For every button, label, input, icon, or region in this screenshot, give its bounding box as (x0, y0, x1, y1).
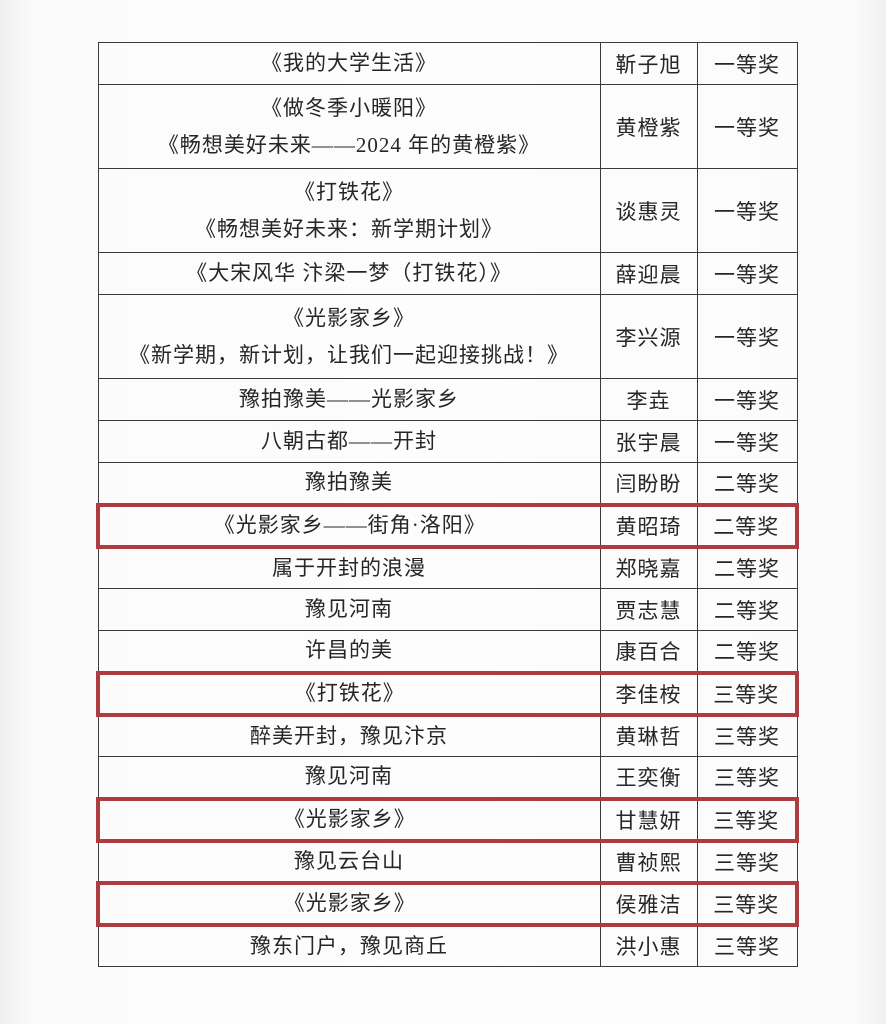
table-row: 《打铁花》 《畅想美好未来：新学期计划》 谈惠灵 一等奖 (97, 168, 798, 253)
award-level-cell: 三等奖 (696, 756, 798, 799)
work-title-cell: 《大宋风华 汴梁一梦（打铁花）》 (97, 252, 601, 295)
author-name-cell: 李垚 (599, 378, 698, 421)
work-title-cell: 八朝古都——开封 (97, 420, 601, 463)
work-title-cell: 豫拍豫美 (97, 462, 601, 505)
award-level-cell: 三等奖 (696, 714, 798, 757)
table-row: 《光影家乡》 《新学期，新计划，让我们一起迎接挑战！》 李兴源 一等奖 (97, 294, 798, 379)
work-title-cell: 《打铁花》 《畅想美好未来：新学期计划》 (97, 168, 601, 253)
table-row: 《我的大学生活》 靳子旭 一等奖 (97, 42, 798, 85)
table-row: 《光影家乡——街角·洛阳》 黄昭琦 二等奖 (96, 502, 799, 549)
work-title-cell: 《光影家乡》 (96, 880, 601, 927)
author-name-cell: 张宇晨 (599, 420, 698, 463)
author-name-cell: 闫盼盼 (599, 462, 698, 505)
table-row: 《光影家乡》 侯雅洁 三等奖 (96, 880, 799, 927)
awards-table-body: 《我的大学生活》 靳子旭 一等奖 《做冬季小暖阳》 《畅想美好未来——2024 … (96, 42, 799, 967)
award-level-cell: 二等奖 (696, 462, 798, 505)
award-level-cell: 二等奖 (696, 502, 799, 549)
author-name-cell: 黄昭琦 (599, 502, 698, 549)
table-row: 八朝古都——开封 张宇晨 一等奖 (97, 420, 798, 463)
award-level-cell: 一等奖 (696, 168, 798, 253)
work-title-cell: 《打铁花》 (96, 670, 601, 717)
table-row: 许昌的美 康百合 二等奖 (97, 630, 798, 673)
author-name-cell: 李佳桉 (599, 670, 698, 717)
author-name-cell: 甘慧妍 (599, 796, 698, 843)
work-title-cell: 豫东门户，豫见商丘 (97, 924, 601, 967)
work-title-cell: 《光影家乡》 《新学期，新计划，让我们一起迎接挑战！》 (97, 294, 601, 379)
work-title-cell: 属于开封的浪漫 (97, 546, 601, 589)
author-name-cell: 洪小惠 (599, 924, 698, 967)
table-row: 《大宋风华 汴梁一梦（打铁花）》 薛迎晨 一等奖 (97, 252, 798, 295)
award-level-cell: 一等奖 (696, 252, 798, 295)
award-level-cell: 三等奖 (696, 924, 798, 967)
award-level-cell: 二等奖 (696, 546, 798, 589)
author-name-cell: 黄橙紫 (599, 84, 698, 169)
table-row: 《光影家乡》 甘慧妍 三等奖 (96, 796, 799, 843)
author-name-cell: 王奕衡 (599, 756, 698, 799)
work-title-cell: 豫见云台山 (97, 840, 601, 883)
table-row: 豫见河南 王奕衡 三等奖 (97, 756, 798, 799)
table-row: 豫拍豫美 闫盼盼 二等奖 (97, 462, 798, 505)
work-title-cell: 许昌的美 (97, 630, 601, 673)
table-row: 豫见云台山 曹祯熙 三等奖 (97, 840, 798, 883)
award-level-cell: 二等奖 (696, 588, 798, 631)
award-level-cell: 一等奖 (696, 294, 798, 379)
author-name-cell: 靳子旭 (599, 42, 698, 85)
table-row: 《做冬季小暖阳》 《畅想美好未来——2024 年的黄橙紫》 黄橙紫 一等奖 (97, 84, 798, 169)
award-level-cell: 一等奖 (696, 420, 798, 463)
table-row: 《打铁花》 李佳桉 三等奖 (96, 670, 799, 717)
author-name-cell: 李兴源 (599, 294, 698, 379)
award-level-cell: 三等奖 (696, 670, 799, 717)
award-level-cell: 二等奖 (696, 630, 798, 673)
author-name-cell: 黄琳哲 (599, 714, 698, 757)
work-title-cell: 《光影家乡——街角·洛阳》 (96, 502, 601, 549)
work-title-cell: 《我的大学生活》 (97, 42, 601, 85)
table-row: 醉美开封，豫见汴京 黄琳哲 三等奖 (97, 714, 798, 757)
work-title-cell: 豫见河南 (97, 756, 601, 799)
work-title-cell: 《光影家乡》 (96, 796, 601, 843)
table-row: 豫东门户，豫见商丘 洪小惠 三等奖 (97, 924, 798, 967)
work-title-cell: 醉美开封，豫见汴京 (97, 714, 601, 757)
awards-table: 《我的大学生活》 靳子旭 一等奖 《做冬季小暖阳》 《畅想美好未来——2024 … (96, 42, 799, 967)
work-title-cell: 《做冬季小暖阳》 《畅想美好未来——2024 年的黄橙紫》 (97, 84, 601, 169)
award-level-cell: 三等奖 (696, 796, 799, 843)
work-title-cell: 豫拍豫美——光影家乡 (97, 378, 601, 421)
award-level-cell: 一等奖 (696, 84, 798, 169)
author-name-cell: 曹祯熙 (599, 840, 698, 883)
author-name-cell: 谈惠灵 (599, 168, 698, 253)
award-level-cell: 三等奖 (696, 880, 799, 927)
table-row: 豫拍豫美——光影家乡 李垚 一等奖 (97, 378, 798, 421)
table-row: 属于开封的浪漫 郑晓嘉 二等奖 (97, 546, 798, 589)
author-name-cell: 侯雅洁 (599, 880, 698, 927)
table-row: 豫见河南 贾志慧 二等奖 (97, 588, 798, 631)
author-name-cell: 郑晓嘉 (599, 546, 698, 589)
author-name-cell: 薛迎晨 (599, 252, 698, 295)
award-level-cell: 一等奖 (696, 42, 798, 85)
award-level-cell: 三等奖 (696, 840, 798, 883)
award-level-cell: 一等奖 (696, 378, 798, 421)
author-name-cell: 康百合 (599, 630, 698, 673)
work-title-cell: 豫见河南 (97, 588, 601, 631)
author-name-cell: 贾志慧 (599, 588, 698, 631)
